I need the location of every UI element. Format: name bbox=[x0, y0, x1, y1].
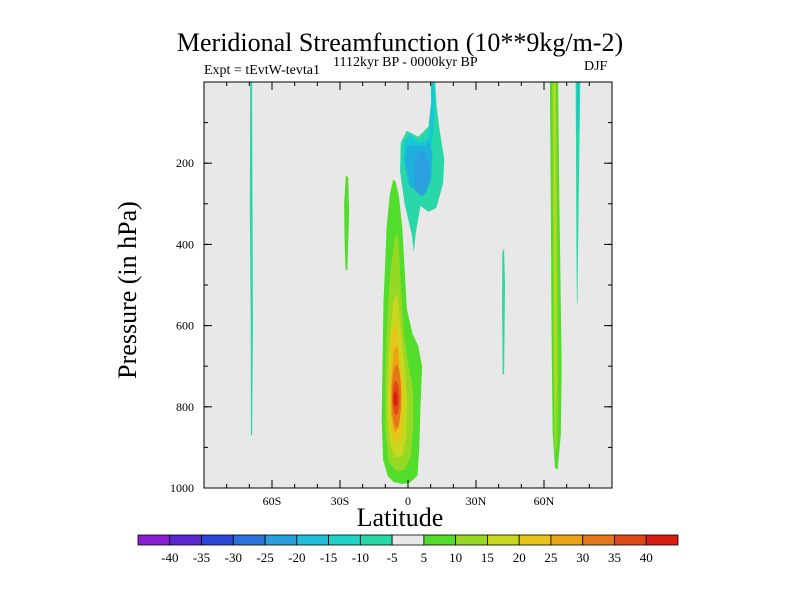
colorbar-swatch bbox=[614, 534, 647, 546]
y-tick-label: 200 bbox=[176, 156, 194, 170]
contour-nh-band-15 bbox=[553, 82, 556, 407]
colorbar-swatch bbox=[550, 534, 584, 546]
colorbar-swatch bbox=[582, 534, 615, 546]
colorbar-label: -5 bbox=[387, 550, 398, 565]
colorbar-label: 20 bbox=[513, 550, 526, 565]
colorbar-label: 35 bbox=[608, 550, 621, 565]
colorbar-swatch bbox=[518, 534, 552, 546]
colorbar-label: -30 bbox=[225, 550, 242, 565]
contour-nh-negative-strip bbox=[575, 82, 581, 304]
colorbar-swatch bbox=[423, 534, 457, 546]
colorbar-label: 30 bbox=[576, 550, 589, 565]
contour-upper-negative-20 bbox=[413, 151, 430, 196]
colorbar-swatch bbox=[391, 534, 425, 546]
colorbar-label: -20 bbox=[288, 550, 305, 565]
colorbar-label: -25 bbox=[256, 550, 273, 565]
x-tick-label: 60S bbox=[263, 494, 282, 508]
colorbar-swatch bbox=[169, 534, 202, 546]
colorbar-swatch bbox=[137, 534, 171, 546]
y-tick-label: 600 bbox=[176, 319, 194, 333]
colorbar-swatch bbox=[264, 534, 298, 546]
x-tick-label: 0 bbox=[405, 494, 411, 508]
colorbar-label: -15 bbox=[320, 550, 337, 565]
contour-sh-positive-patch bbox=[344, 175, 350, 271]
colorbar-swatch bbox=[296, 534, 329, 546]
y-tick-label: 1000 bbox=[170, 481, 194, 495]
colorbar-swatch bbox=[645, 534, 679, 546]
period-label: 1112kyr BP - 0000kyr BP bbox=[333, 55, 478, 70]
x-tick-label: 30S bbox=[331, 494, 350, 508]
colorbar-label: 40 bbox=[640, 550, 653, 565]
season-label: DJF bbox=[584, 59, 608, 74]
x-axis-label: Latitude bbox=[356, 503, 444, 532]
colorbar-label: -35 bbox=[193, 550, 210, 565]
colorbar-label: 10 bbox=[449, 550, 462, 565]
y-tick-label: 800 bbox=[176, 400, 194, 414]
colorbar-label: 25 bbox=[544, 550, 557, 565]
chart-title: Meridional Streamfunction (10**9kg/m-2) bbox=[176, 28, 624, 57]
x-tick-label: 30N bbox=[466, 494, 487, 508]
x-tick-label: 60N bbox=[534, 494, 555, 508]
colorbar-label: 5 bbox=[421, 550, 428, 565]
colorbar-swatch bbox=[201, 534, 234, 546]
colorbar-swatch bbox=[455, 534, 488, 546]
colorbar-label: -40 bbox=[161, 550, 178, 565]
colorbar-swatch bbox=[232, 534, 266, 546]
contour-tropical-positive-40 bbox=[393, 391, 398, 407]
colorbar-swatch bbox=[359, 534, 393, 546]
colorbar-swatch bbox=[487, 534, 520, 546]
colorbar-label: -10 bbox=[352, 550, 369, 565]
contour-nh-negative-patch bbox=[502, 248, 505, 375]
contour-sh-negative-strip bbox=[249, 82, 253, 436]
y-tick-label: 400 bbox=[176, 237, 194, 251]
colorbar-label: 15 bbox=[481, 550, 494, 565]
experiment-label: Expt = tEvtW-tevta1 bbox=[204, 63, 320, 78]
colorbar-swatch bbox=[328, 534, 361, 546]
contour-nh-negative-strip-core bbox=[577, 82, 579, 131]
